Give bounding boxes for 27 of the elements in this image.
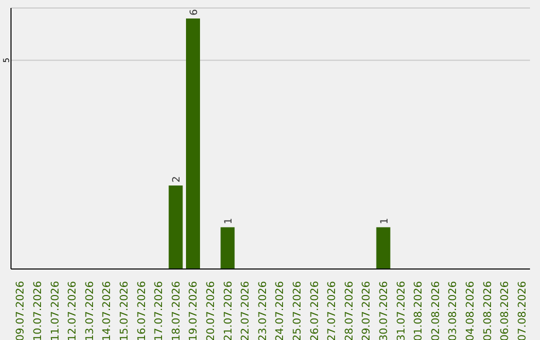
x-tick-label: 29.07.2026 (360, 280, 373, 340)
data-label: 6 (189, 9, 200, 16)
x-tick-label: 13.07.2026 (84, 280, 96, 340)
data-label: 1 (224, 218, 235, 224)
x-tick-label: 15.07.2026 (118, 280, 130, 340)
x-tick-label: 10.07.2026 (32, 280, 44, 340)
x-tick-label: 14.07.2026 (101, 280, 114, 340)
x-tick-label: 25.07.2026 (291, 280, 304, 340)
x-tick-label: 27.07.2026 (326, 280, 338, 340)
data-label: 1 (379, 218, 390, 224)
x-tick-label: 19.07.2026 (188, 280, 200, 340)
x-tick-label: 24.07.2026 (274, 280, 286, 340)
x-tick-label: 16.07.2026 (136, 280, 148, 340)
x-tick-label: 17.07.2026 (153, 280, 166, 340)
x-tick-label: 20.07.2026 (204, 280, 217, 340)
x-tick-label: 11.07.2026 (49, 280, 62, 340)
x-tick-label: 28.07.2026 (343, 280, 356, 340)
x-tick-label: 18.07.2026 (170, 280, 182, 340)
x-tick-label: 26.07.2026 (308, 280, 321, 340)
x-tick-label: 12.07.2026 (66, 280, 79, 340)
x-tick-label: 23.07.2026 (256, 280, 269, 340)
x-tick-label: 22.07.2026 (240, 280, 252, 340)
y-tick-label: 5 (2, 58, 11, 63)
x-tick-label: 21.07.2026 (222, 280, 234, 340)
x-tick-label: 30.07.2026 (378, 280, 390, 340)
x-tick-label: 31.07.2026 (395, 280, 408, 340)
data-label: 2 (172, 176, 183, 182)
